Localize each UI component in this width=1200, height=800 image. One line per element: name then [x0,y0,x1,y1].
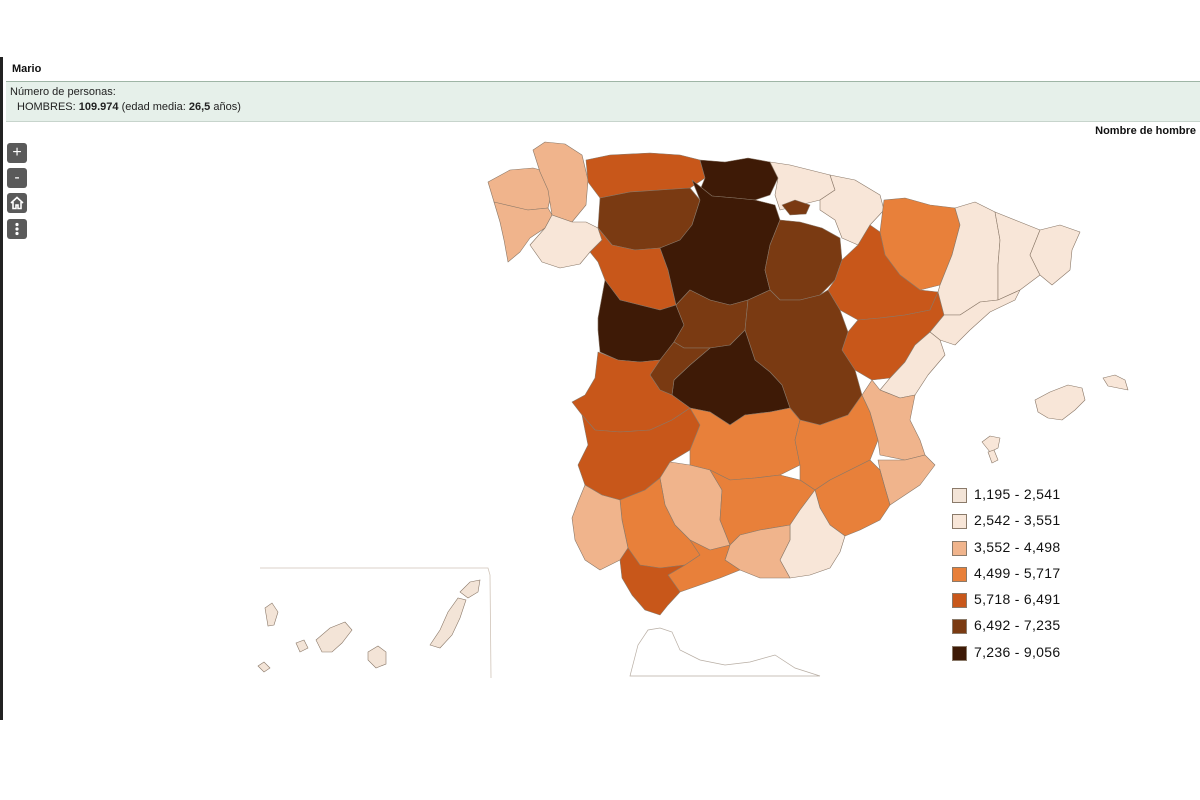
province-region[interactable] [315,621,353,653]
province-region[interactable] [295,639,309,653]
province-region[interactable] [532,141,589,223]
province-region[interactable] [367,645,387,669]
legend-label: 7,236 - 9,056 [974,643,1061,660]
legend-label: 4,499 - 5,717 [974,564,1061,581]
province-region[interactable] [994,211,1041,301]
province-region[interactable] [585,152,706,199]
men-value: 109.974 [78,101,119,113]
legend-label: 6,492 - 7,235 [974,617,1061,634]
men-stats: HOMBRES: 109.974 (edad media: 26,5 años) [17,101,241,113]
legend-swatch [952,593,967,609]
province-region[interactable] [1102,374,1129,391]
province-region[interactable] [1029,224,1081,286]
province-region[interactable] [699,157,779,201]
age-suffix: años) [213,101,241,113]
legend-swatch [952,645,967,661]
province-region[interactable] [459,579,481,599]
province-region[interactable] [493,201,553,263]
province-region[interactable] [264,602,279,627]
name-header: Mario [6,57,1200,82]
north-africa-strip [629,627,821,677]
legend-swatch [952,619,967,635]
home-button[interactable] [7,193,27,213]
zoom-out-button[interactable]: - [7,168,27,188]
province-region[interactable] [819,174,885,246]
count-label: Número de personas: [10,86,116,98]
legend-label: 3,552 - 4,498 [974,538,1061,555]
legend-label: 5,718 - 6,491 [974,591,1061,608]
info-panel: Número de personas: HOMBRES: 109.974 (ed… [6,82,1200,122]
canary-islands-inset [257,567,492,679]
men-label: HOMBRES: [17,101,76,113]
province-region[interactable] [619,547,686,616]
province-region[interactable] [981,435,1001,453]
minus-icon: - [14,169,20,186]
age-value: 26,5 [188,101,211,113]
plus-icon: + [12,144,22,161]
legend-swatch [952,514,967,530]
province-region[interactable] [429,597,467,649]
legend-swatch [952,488,967,503]
person-name: Mario [12,63,42,75]
province-region[interactable] [987,449,999,464]
legend-label: 1,195 - 2,541 [974,486,1061,502]
home-icon [10,196,24,210]
zoom-in-button[interactable]: + [7,143,27,163]
map-title: Nombre de hombre [1095,125,1196,137]
vertical-dots-icon [15,222,19,236]
province-region[interactable] [1034,384,1086,421]
province-region[interactable] [781,199,811,216]
legend-swatch [952,566,967,582]
age-prefix: (edad media: [121,101,186,113]
legend-swatch [952,540,967,556]
province-region[interactable] [861,379,926,461]
province-region[interactable] [667,539,741,593]
legend-label: 2,542 - 3,551 [974,512,1061,529]
province-region[interactable] [257,661,271,673]
more-options-button[interactable] [7,219,27,239]
province-region[interactable] [529,214,603,269]
